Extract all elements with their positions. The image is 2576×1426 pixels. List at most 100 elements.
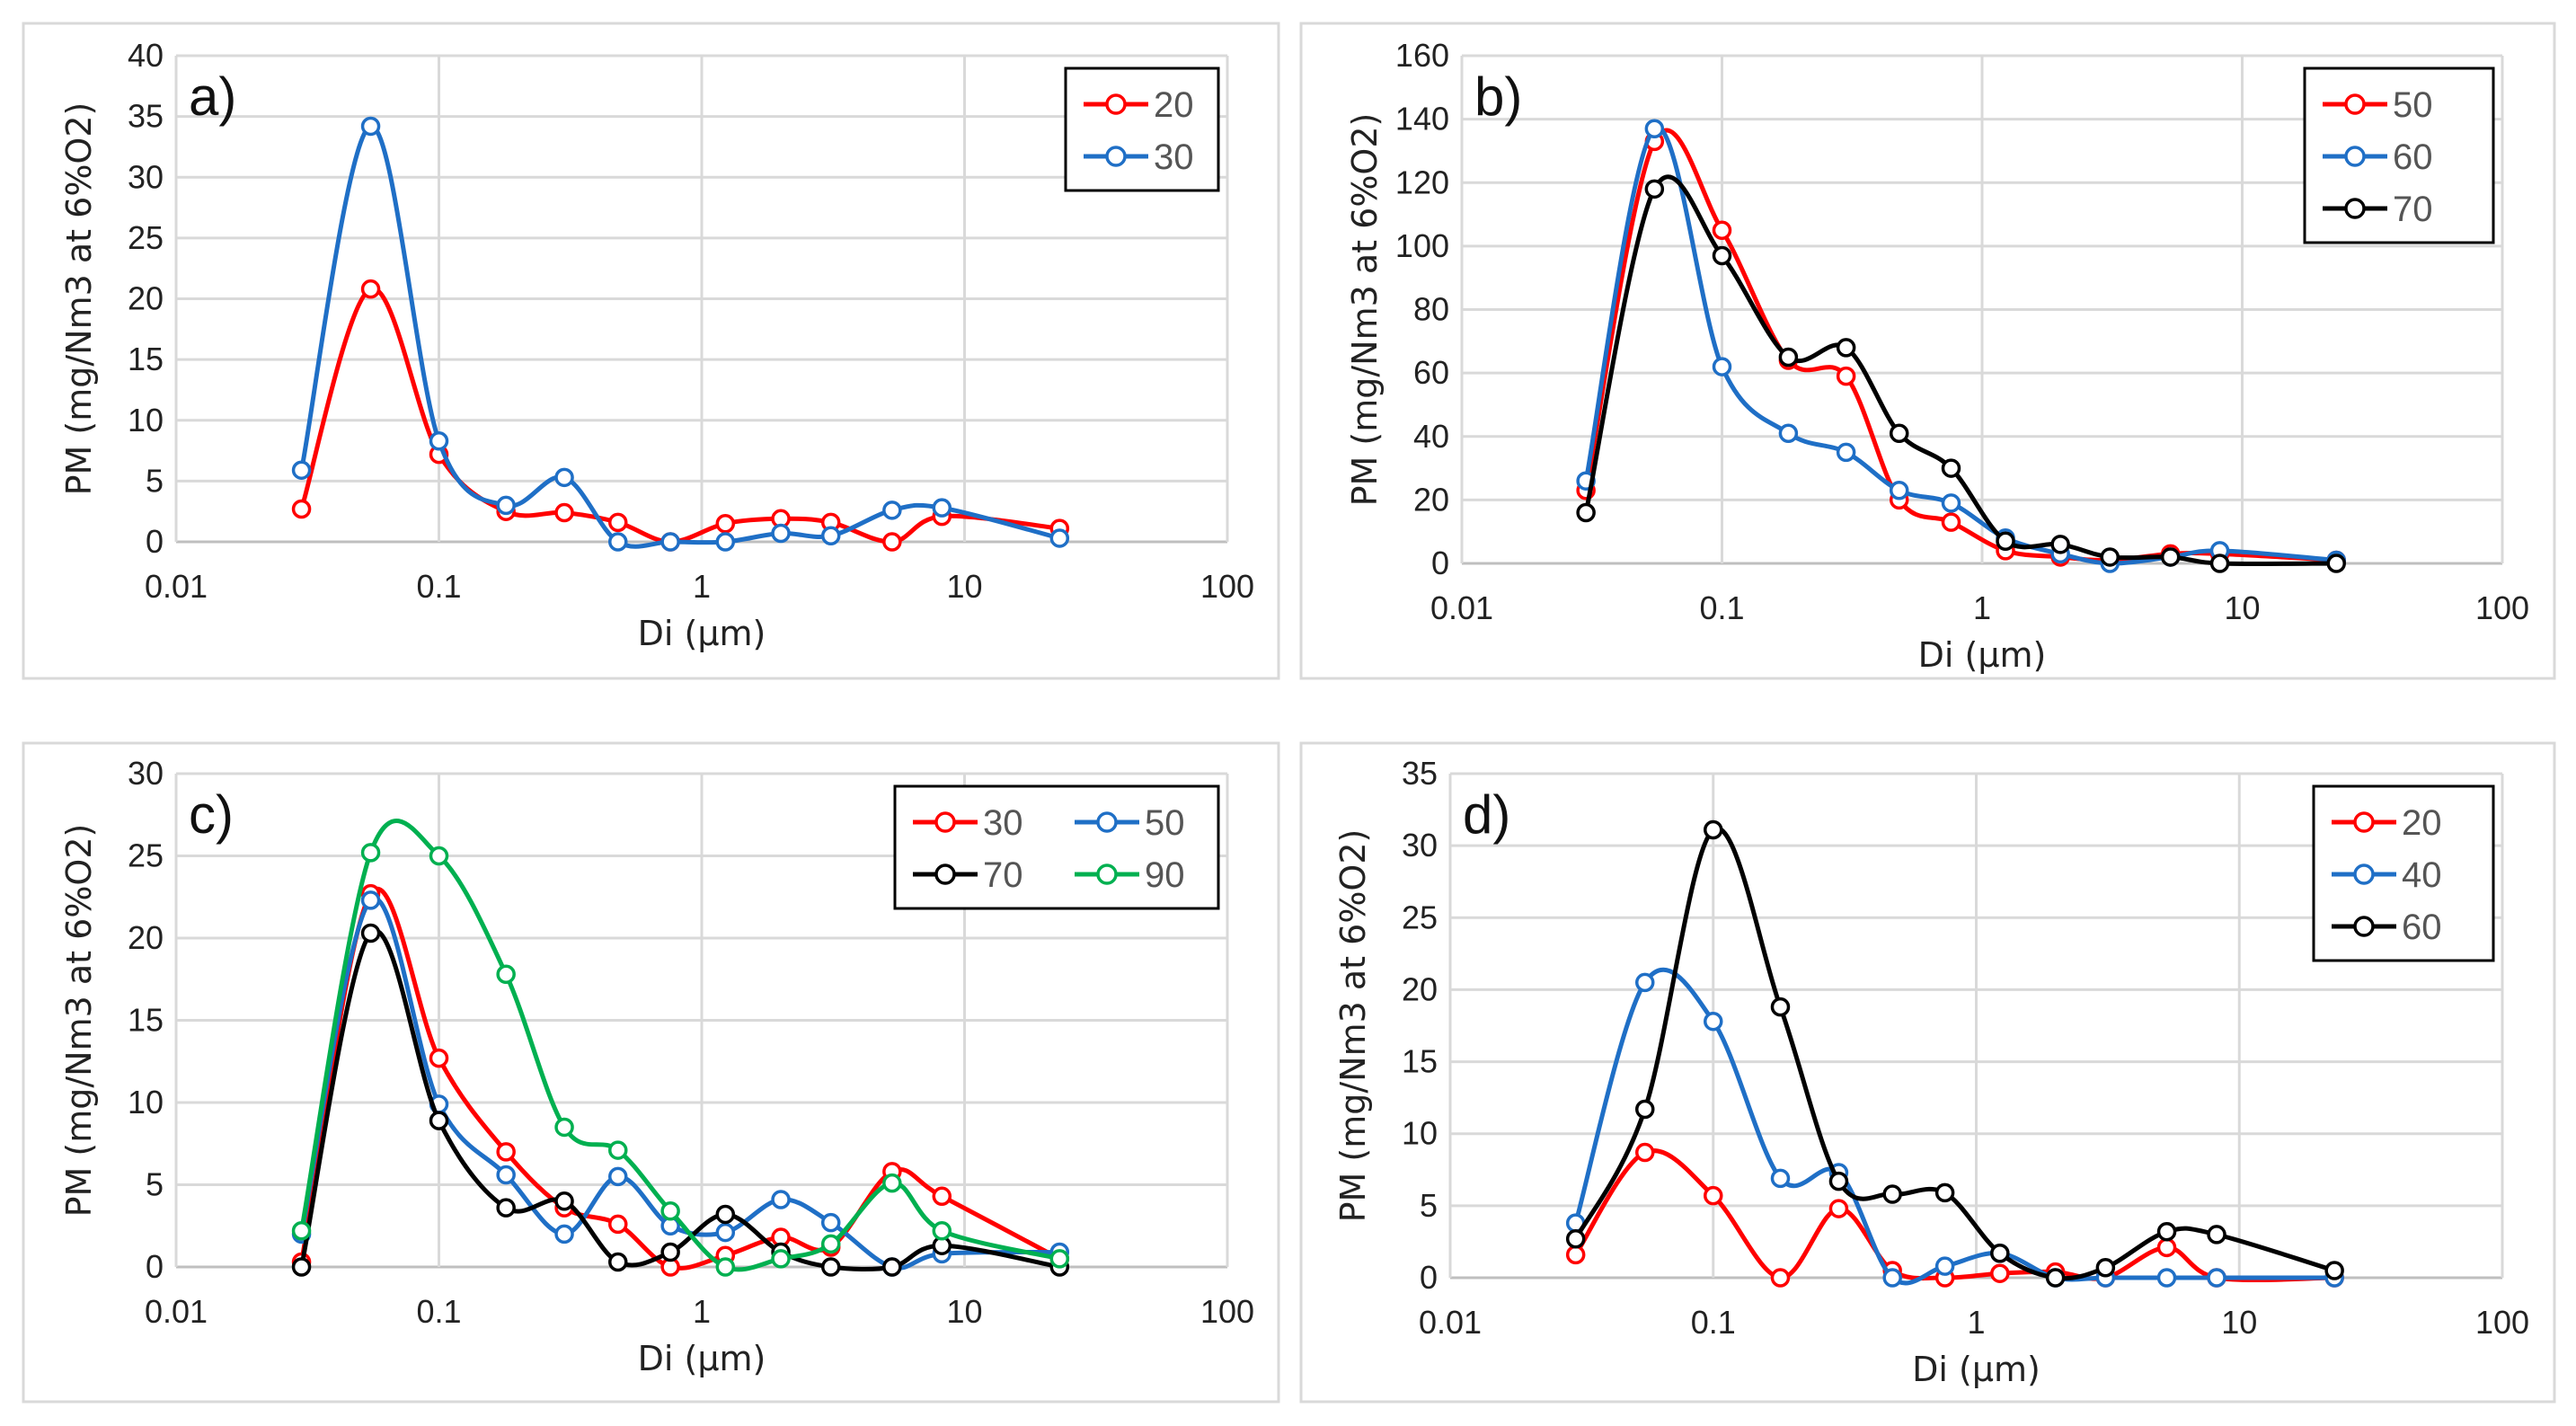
data-point-60 [1990,1244,2010,1263]
data-point-20 [715,513,736,534]
y-tick-label: 30 [1402,827,1438,864]
data-point-90 [360,843,381,863]
legend-box [893,784,1220,910]
data-point-70 [1836,338,1856,358]
data-point-90 [660,1201,680,1221]
data-point-20 [1704,1185,1723,1206]
data-point-70 [496,1198,516,1218]
data-point-90 [291,1220,312,1241]
data-point-60 [1882,1184,1902,1204]
data-point-60 [2207,1225,2226,1244]
x-tick-label: 100 [2475,1304,2529,1341]
data-point-70 [360,923,381,943]
y-axis-label: PM (mg/Nm3 at 6%O2) [1333,829,1373,1223]
data-point-70 [291,1257,312,1277]
data-point-20 [882,532,902,552]
data-point-60 [1889,481,1909,500]
data-point-50 [1836,366,1856,386]
chart-panel-b: 0 20 40 60 80 100 120 140 160 0.01 0.1 1 10 100 Di (µm… [1299,22,2556,680]
y-tick-label: 20 [1402,970,1438,1007]
data-point-40 [1770,1168,1791,1189]
x-tick-label: 0.01 [1419,1304,1482,1341]
x-tick-label: 0.1 [1699,589,1744,626]
data-point-90 [932,1220,952,1241]
data-point-30 [715,532,736,552]
y-tick-label: 120 [1395,164,1449,200]
x-tick-label: 0.01 [145,1293,208,1330]
data-point-30 [429,430,449,451]
x-tick-label: 0.1 [416,568,461,605]
y-tick-label: 25 [1402,899,1438,935]
y-tick-label: 140 [1395,101,1449,137]
data-point-30 [608,532,628,552]
data-point-70 [715,1204,736,1225]
data-point-70 [2050,535,2070,554]
data-point-40 [1934,1256,1955,1276]
legend-marker [1105,93,1127,115]
data-point-60 [2324,1261,2344,1280]
y-tick-label: 25 [128,837,164,874]
data-point-20 [2156,1237,2177,1258]
data-point-60 [1934,1182,1955,1203]
data-point-40 [1704,1011,1723,1032]
y-tick-label: 25 [128,219,164,256]
data-point-40 [2156,1268,2177,1288]
data-point-50 [820,1212,841,1233]
y-tick-label: 160 [1395,37,1449,74]
x-tick-label: 10 [946,568,982,605]
x-axis-label: Di (µm) [638,614,766,653]
panel-label: b) [1474,66,1522,127]
data-point-60 [1634,1099,1655,1120]
x-tick-label: 1 [1973,589,1991,626]
data-point-90 [554,1117,574,1138]
x-tick-label: 100 [1200,568,1254,605]
data-point-70 [554,1191,574,1211]
data-point-70 [608,1252,628,1272]
y-tick-label: 20 [128,280,164,317]
y-tick-label: 0 [146,523,164,560]
legend-marker [1105,146,1127,167]
x-tick-label: 0.01 [1430,589,1493,626]
data-point-50 [554,1224,574,1244]
x-tick-label: 0.1 [1691,1304,1736,1341]
data-point-20 [1634,1142,1655,1163]
data-point-90 [820,1234,841,1254]
data-point-30 [932,1186,952,1207]
legend-marker [2353,916,2375,937]
data-point-40 [2207,1268,2226,1288]
data-point-50 [715,1222,736,1243]
data-point-90 [608,1140,628,1160]
data-point-60 [1778,423,1799,443]
data-point-30 [496,495,516,516]
data-point-90 [882,1173,902,1193]
data-point-70 [1712,245,1732,266]
data-point-40 [1882,1268,1902,1288]
y-tick-label: 10 [128,402,164,438]
x-axis-label: Di (µm) [1918,635,2047,675]
legend: 20 40 60 [2312,784,2495,962]
legend: 50 60 70 [2303,66,2495,244]
data-point-70 [820,1257,841,1277]
data-point-20 [1770,1268,1791,1288]
x-tick-label: 1 [693,1293,711,1330]
chart-panel-d: 0 5 10 15 20 25 30 35 0.01 0.1 1 10 100 Di (µm) PM (mg… [1299,741,2556,1404]
data-point-70 [1996,531,2015,552]
legend-label: 20 [1154,85,1194,125]
y-tick-label: 80 [1413,291,1449,328]
legend-marker [2344,93,2366,115]
data-point-70 [1644,179,1665,199]
x-tick-label: 0.1 [416,1293,461,1330]
data-point-30 [496,1142,516,1162]
data-point-70 [429,1111,449,1130]
legend: 30 50 70 90 [893,784,1220,910]
x-tick-label: 10 [2221,1304,2257,1341]
legend-marker [1096,811,1118,833]
legend-label: 70 [983,855,1023,895]
y-tick-label: 20 [128,919,164,956]
data-point-30 [771,523,791,544]
data-point-30 [820,526,841,545]
data-point-70 [660,1242,680,1262]
y-tick-label: 5 [146,1166,164,1203]
